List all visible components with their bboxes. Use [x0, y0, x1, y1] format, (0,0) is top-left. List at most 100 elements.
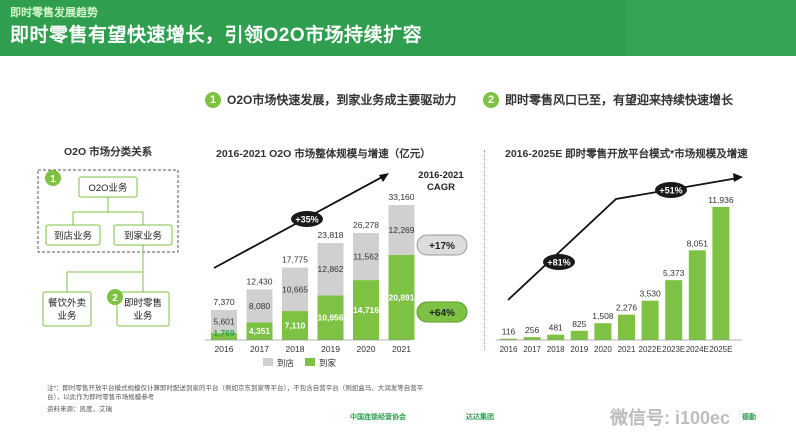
label-store-2018: 10,665: [282, 284, 308, 294]
bar-home-2018: [282, 311, 308, 340]
growth-badge-1-label: +81%: [547, 258, 570, 268]
diagram-marker-1-label: 1: [50, 174, 56, 185]
tick-2023E: 2023E: [662, 345, 685, 354]
bar-store-2017: [246, 289, 273, 323]
chart1-title: 2016-2021 O2O 市场整体规模与增速（亿元）: [216, 148, 431, 160]
diagram-node-retail-box: [116, 291, 170, 327]
diagram-marker-1: [45, 170, 61, 186]
bar-store-2019: [317, 243, 344, 296]
diagram-node-food-box: [42, 291, 92, 327]
chart1-plot: 1,769 5,601 7,370 2016 4,351 8,080 12,430 2017 7…: [205, 170, 468, 368]
chart2-title: 2016-2025E 即时零售开放平台模式*市场规模及增速: [505, 148, 748, 160]
tick-2019: 2019: [570, 345, 588, 354]
section-heading-1: 1 O2O市场快速发展，到家业务成主要驱动力: [205, 91, 456, 108]
tick-2022E: 2022E: [639, 345, 662, 354]
label-2017: 256: [525, 325, 539, 335]
diagram-node-food-line1: 餐饮外卖: [48, 297, 86, 309]
label-store-2016: 5,601: [213, 316, 235, 326]
cagr-title-line2: CAGR: [427, 182, 455, 193]
bar-2021: [618, 314, 635, 340]
bar-store-2021: [388, 205, 415, 255]
bar-home-2017: [246, 322, 273, 340]
label-home-2020: 14,716: [353, 305, 379, 315]
source-note: 资料来源：凯度，艾瑞: [47, 406, 112, 413]
bar-home-2020: [353, 280, 379, 340]
section-heading-2: 2 即时零售风口已至，有望迎来持续快速增长: [483, 91, 733, 108]
header-kicker: 即时零售发展趋势: [10, 7, 98, 19]
section-number-2: 2: [483, 91, 499, 108]
legend-label-home: 到家: [319, 358, 337, 368]
cagr-home-value: +64%: [429, 308, 455, 319]
trend-arrow-line: [507, 177, 739, 301]
bar-home-2021: [388, 254, 415, 340]
diagram-node-store-box: [45, 224, 101, 246]
tick-2017: 2017: [250, 344, 269, 354]
tick-2018: 2018: [286, 344, 305, 354]
bar-2018: [547, 334, 565, 340]
legend-swatch-store: [263, 358, 273, 366]
tick-2020: 2020: [594, 345, 612, 354]
bar-2017: [523, 337, 541, 340]
section-text-2: 即时零售风口已至，有望迎来持续快速增长: [505, 93, 734, 107]
tick-2024E: 2024E: [686, 345, 709, 354]
tick-2016: 2016: [500, 345, 518, 354]
tick-2021: 2021: [618, 345, 636, 354]
bar-store-2020: [353, 233, 379, 281]
label-total-2018: 17,775: [282, 255, 308, 265]
bar-2022E: [641, 300, 659, 340]
diagram-node-root: O2O业务: [88, 182, 128, 194]
diagram-node-retail-line1: 即时零售: [124, 297, 162, 309]
chart2-plot: 116 2016 256 2017 481 2018 825 2019 1,508 2020 2,2…: [496, 173, 743, 354]
label-total-2016: 7,370: [213, 297, 235, 307]
label-2021: 2,276: [616, 303, 638, 313]
bar-home-2016: [211, 332, 237, 340]
logo-ccfa: 中国连锁经营协会: [350, 414, 406, 421]
bar-2019: [570, 330, 588, 340]
diagram-node-home: 到家业务: [124, 230, 163, 242]
label-home-2018: 7,110: [285, 321, 306, 331]
legend-label-store: 到店: [277, 358, 295, 368]
label-2018: 481: [549, 323, 563, 333]
logo-deloitte: 德勤: [742, 414, 756, 421]
label-home-2017: 4,351: [249, 326, 271, 336]
diagram-node-food-line2: 业务: [57, 310, 77, 322]
label-home-2019: 10,956: [318, 313, 344, 323]
label-2023E: 5,373: [663, 268, 685, 278]
tick-2021: 2021: [392, 344, 411, 354]
tick-2019: 2019: [321, 344, 340, 354]
label-store-2020: 11,562: [353, 252, 379, 262]
trend-arrow-head: [733, 173, 743, 182]
growth-badge-2: [655, 182, 687, 198]
bar-2020: [594, 323, 612, 340]
diagram-marker-2: [107, 289, 123, 305]
page-title: 即时零售有望快速增长，引领O2O市场持续扩容: [10, 25, 423, 46]
tick-2017: 2017: [523, 345, 541, 354]
label-total-2017: 12,430: [247, 276, 273, 286]
diagram-marker-2-label: 2: [112, 293, 118, 304]
label-total-2021: 33,160: [389, 192, 415, 202]
label-store-2017: 8,080: [249, 301, 271, 311]
divider-line: [484, 150, 486, 350]
diagram-title: O2O 市场分类关系: [64, 145, 153, 158]
label-store-2021: 12,269: [389, 225, 415, 235]
diagram-node-retail-line2: 业务: [133, 310, 153, 322]
growth-badge: [291, 211, 323, 227]
tick-2020: 2020: [357, 344, 376, 354]
section-text-1: O2O市场快速发展，到家业务成主要驱动力: [227, 93, 457, 107]
bar-store-2018: [282, 267, 308, 312]
label-home-2021: 20,891: [389, 292, 415, 302]
watermark: 微信号: i100ec: [610, 408, 731, 428]
cagr-home-pill: [416, 301, 468, 323]
tick-2018: 2018: [547, 345, 565, 354]
label-2025E: 11,936: [708, 195, 734, 205]
header-texture: [626, 0, 796, 56]
label-2016: 116: [502, 327, 516, 337]
label-2022E: 3,530: [639, 289, 661, 299]
growth-badge-1: [543, 254, 575, 270]
logo-dada: 达达集团: [466, 414, 494, 421]
cagr-title-line1: 2016-2021: [418, 170, 464, 181]
footnote: 注*：即时零售开放平台模式规模仅计算即时配送到家的平台（例如京东到家等平台），不…: [47, 385, 424, 401]
label-2024E: 8,051: [687, 238, 709, 248]
